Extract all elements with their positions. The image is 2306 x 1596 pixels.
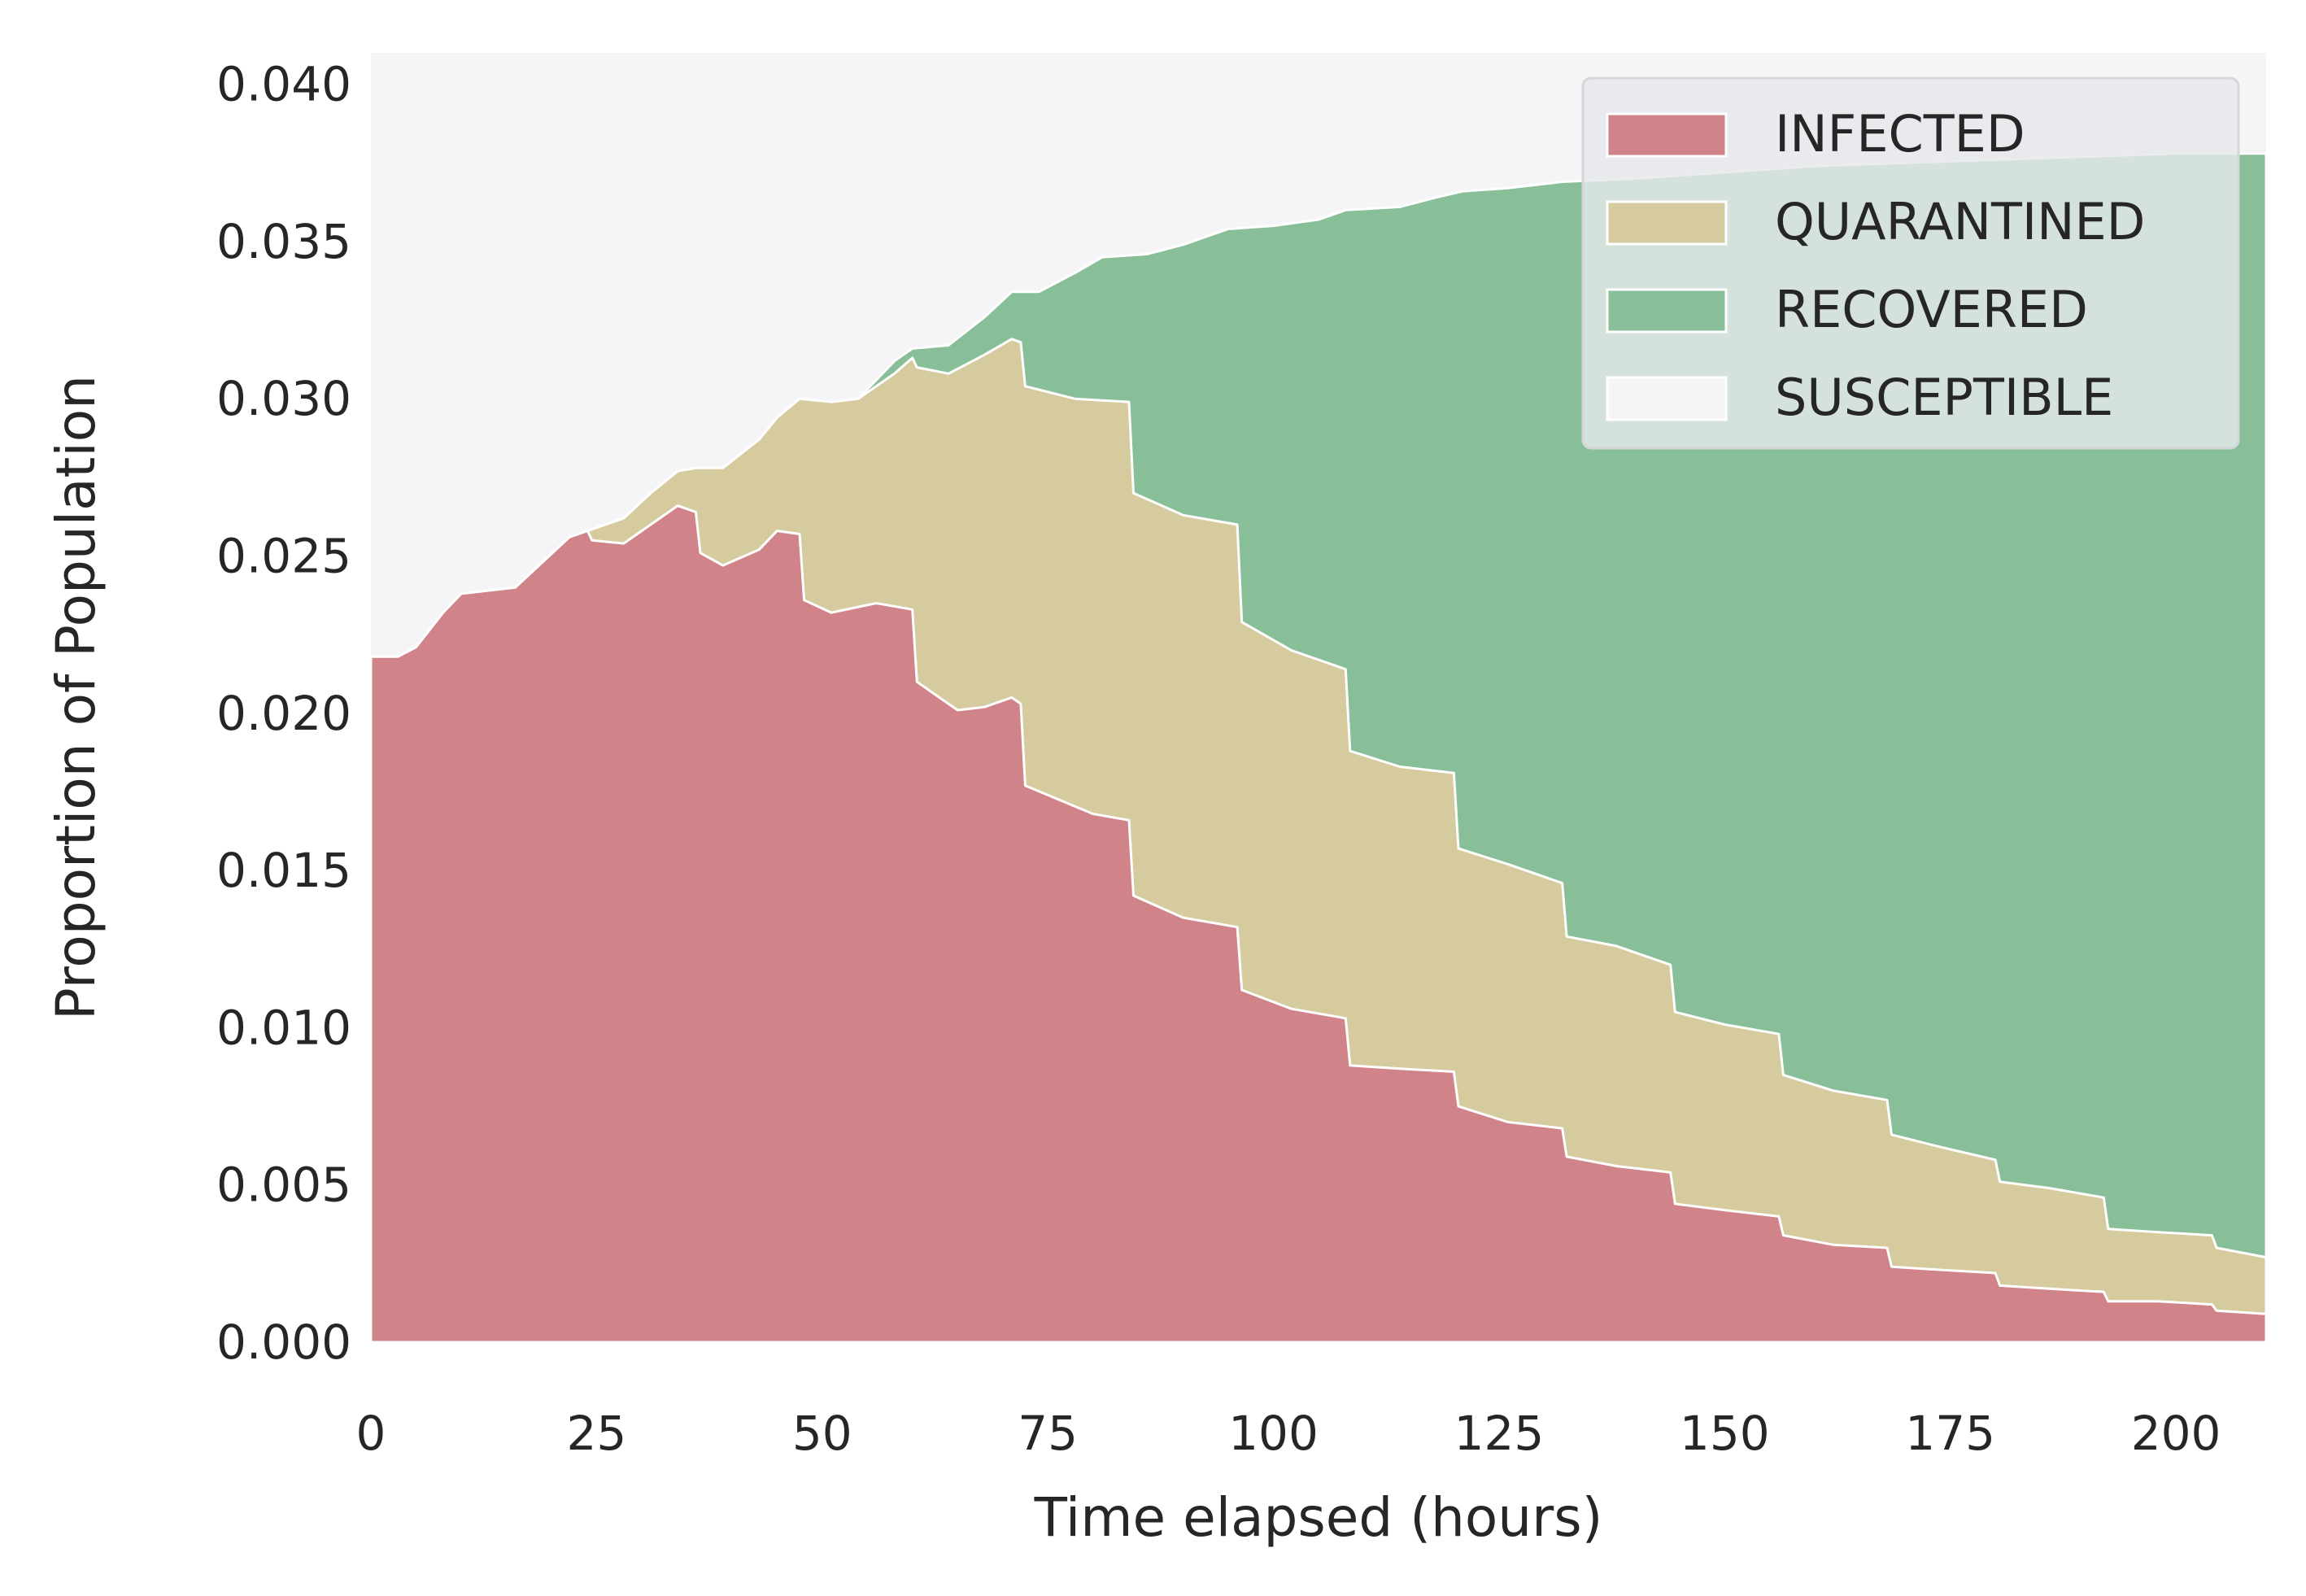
legend-swatch-quarantined xyxy=(1606,200,1728,246)
legend-label-quarantined: QUARANTINED xyxy=(1775,192,2145,251)
x-tick-label: 125 xyxy=(1454,1406,1545,1461)
x-tick-label: 100 xyxy=(1228,1406,1319,1461)
legend: INFECTED QUARANTINED RECOVERED SUSCEPTIBLE xyxy=(1581,76,2240,450)
x-tick-label: 75 xyxy=(1018,1406,1078,1461)
y-tick-label: 0.000 xyxy=(216,1315,351,1370)
legend-swatch-infected xyxy=(1606,112,1728,158)
legend-label-recovered: RECOVERED xyxy=(1775,280,2088,339)
legend-swatch-recovered xyxy=(1606,288,1728,334)
legend-label-susceptible: SUSCEPTIBLE xyxy=(1775,368,2113,427)
legend-swatch-susceptible xyxy=(1606,376,1728,421)
series-area-infected xyxy=(369,504,2268,1344)
y-tick-label: 0.015 xyxy=(216,843,351,898)
x-tick-label: 25 xyxy=(566,1406,626,1461)
legend-box xyxy=(1581,76,2240,450)
y-tick-label: 0.030 xyxy=(216,371,351,426)
y-tick-label: 0.035 xyxy=(216,214,351,269)
x-tick-label: 0 xyxy=(356,1406,386,1461)
y-tick-label: 0.005 xyxy=(216,1158,351,1213)
x-tick-label: 150 xyxy=(1680,1406,1770,1461)
y-tick-label: 0.020 xyxy=(216,686,351,741)
x-tick-label: 200 xyxy=(2131,1406,2221,1461)
x-axis-label: Time elapsed (hours) xyxy=(1034,1486,1603,1549)
y-tick-label: 0.010 xyxy=(216,1000,351,1055)
x-tick-label: 50 xyxy=(792,1406,852,1461)
legend-label-infected: INFECTED xyxy=(1775,104,2025,164)
y-axis-label: Proportion of Population xyxy=(45,375,107,1020)
y-tick-label: 0.025 xyxy=(216,529,351,584)
x-tick-label: 175 xyxy=(1905,1406,1995,1461)
y-tick-label: 0.040 xyxy=(216,57,351,112)
tick-labels: 0 25 50 75 100 125 150 175 200 0.000 0.005 0.010 0.0… xyxy=(216,57,2221,1461)
